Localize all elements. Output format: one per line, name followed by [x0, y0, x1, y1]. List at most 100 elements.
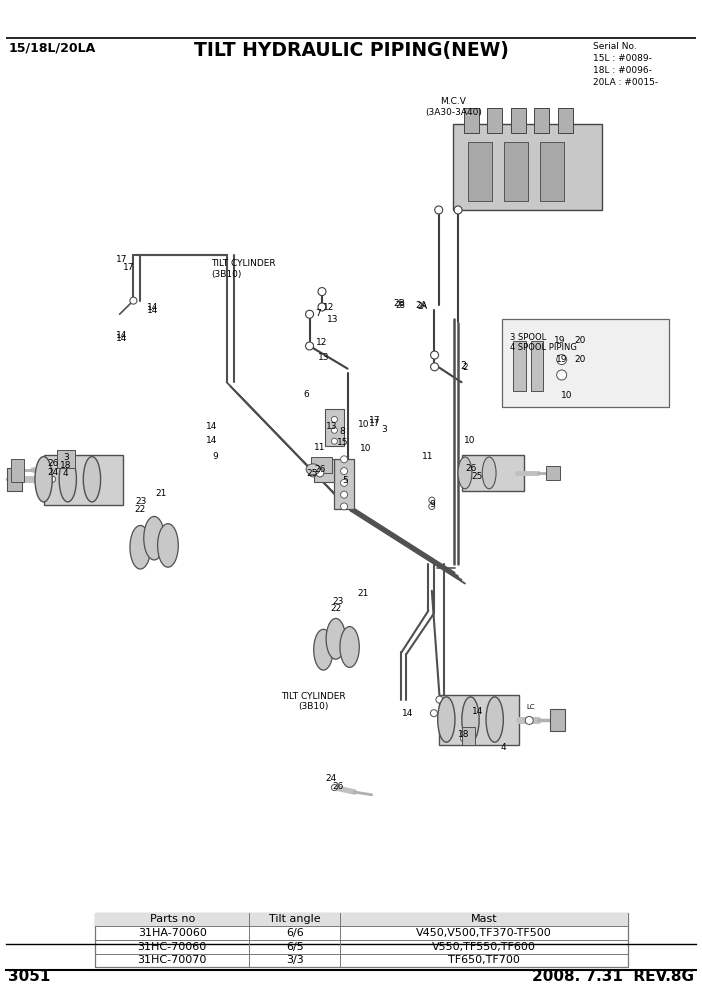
Text: 14: 14 — [147, 307, 159, 315]
Circle shape — [50, 476, 55, 482]
Text: Parts no: Parts no — [150, 915, 194, 925]
Text: TILT HYDRAULIC PIPING(NEW): TILT HYDRAULIC PIPING(NEW) — [194, 41, 508, 60]
Text: 17: 17 — [369, 420, 381, 429]
Circle shape — [461, 731, 467, 737]
Circle shape — [340, 455, 347, 463]
Text: 5: 5 — [342, 475, 347, 485]
Text: Tilt angle: Tilt angle — [269, 915, 321, 925]
Text: Mast: Mast — [471, 915, 498, 925]
Text: 18: 18 — [60, 461, 72, 470]
Text: 9: 9 — [212, 452, 218, 461]
Text: 10: 10 — [358, 421, 369, 430]
Text: 20: 20 — [575, 336, 586, 345]
Text: 6: 6 — [303, 390, 309, 399]
Text: 25: 25 — [307, 469, 318, 478]
Ellipse shape — [340, 627, 359, 668]
Text: 13: 13 — [326, 423, 338, 432]
Text: 9: 9 — [429, 500, 435, 509]
Circle shape — [331, 438, 338, 444]
Circle shape — [331, 417, 338, 423]
Text: 2008. 7.31  REV.8G: 2008. 7.31 REV.8G — [531, 969, 694, 984]
Text: 14: 14 — [116, 334, 127, 343]
Circle shape — [130, 298, 137, 305]
Text: 3: 3 — [381, 425, 387, 434]
Text: 13: 13 — [318, 353, 330, 362]
Circle shape — [557, 370, 567, 380]
Ellipse shape — [437, 696, 455, 742]
Ellipse shape — [157, 524, 178, 567]
Circle shape — [316, 469, 324, 477]
Text: 14: 14 — [206, 423, 217, 432]
Text: 2B: 2B — [394, 299, 405, 308]
Text: 10: 10 — [464, 435, 475, 444]
Text: 11: 11 — [314, 443, 326, 452]
Bar — [510, 107, 526, 133]
Circle shape — [62, 462, 69, 468]
Text: 2: 2 — [462, 363, 468, 372]
Text: 4: 4 — [500, 743, 505, 752]
Text: 22: 22 — [330, 604, 341, 613]
Circle shape — [429, 497, 435, 503]
Text: 19: 19 — [554, 336, 565, 345]
Bar — [7, 468, 22, 491]
Bar — [95, 913, 628, 967]
Bar — [557, 107, 573, 133]
Text: TF650,TF700: TF650,TF700 — [449, 955, 520, 965]
Text: 3 SPOOL
4 SPOOL PIPING: 3 SPOOL 4 SPOOL PIPING — [510, 332, 577, 352]
Text: 31HA-70060: 31HA-70060 — [138, 929, 206, 938]
Text: 17: 17 — [117, 255, 128, 264]
Circle shape — [305, 310, 314, 318]
Bar — [314, 459, 333, 482]
Text: M.C.V
(3A30-3A40): M.C.V (3A30-3A40) — [425, 97, 482, 117]
Text: 4: 4 — [63, 469, 69, 478]
Ellipse shape — [306, 464, 320, 475]
Circle shape — [318, 288, 326, 296]
Text: 3051: 3051 — [8, 969, 51, 984]
Text: 26: 26 — [332, 782, 343, 792]
Text: 21: 21 — [155, 489, 167, 498]
Ellipse shape — [35, 456, 52, 502]
Ellipse shape — [326, 618, 345, 660]
Text: 2: 2 — [460, 361, 466, 371]
Circle shape — [340, 491, 347, 498]
Circle shape — [340, 467, 347, 474]
Circle shape — [430, 363, 439, 371]
Text: 23: 23 — [332, 597, 343, 606]
Text: 6/6: 6/6 — [286, 929, 304, 938]
Bar — [468, 142, 492, 201]
Bar — [513, 341, 526, 391]
Text: 24: 24 — [325, 774, 336, 783]
Circle shape — [318, 303, 326, 310]
Circle shape — [429, 504, 435, 510]
Text: 14: 14 — [147, 304, 159, 312]
Text: 31HC-70070: 31HC-70070 — [138, 955, 207, 965]
Circle shape — [461, 735, 467, 742]
Circle shape — [62, 453, 69, 459]
Text: V450,V500,TF370-TF500: V450,V500,TF370-TF500 — [416, 929, 552, 938]
Text: 18: 18 — [458, 729, 470, 738]
Bar — [453, 124, 602, 210]
Circle shape — [430, 351, 439, 359]
Ellipse shape — [144, 517, 164, 559]
Ellipse shape — [486, 696, 503, 742]
Bar — [503, 142, 528, 201]
Text: 23: 23 — [135, 497, 147, 506]
Text: 21: 21 — [358, 589, 369, 598]
Text: 14: 14 — [472, 707, 483, 716]
Circle shape — [305, 342, 314, 350]
Text: 19: 19 — [556, 355, 567, 364]
Bar — [95, 913, 628, 927]
Text: 14: 14 — [402, 708, 413, 717]
Bar — [58, 450, 74, 468]
Circle shape — [525, 716, 534, 724]
Text: 11: 11 — [422, 452, 433, 461]
Text: 8: 8 — [339, 427, 345, 435]
Text: 12: 12 — [317, 338, 328, 347]
Circle shape — [340, 479, 347, 486]
Text: LC: LC — [526, 704, 535, 710]
Circle shape — [340, 503, 347, 510]
Bar — [439, 695, 519, 745]
Bar — [546, 465, 560, 480]
Ellipse shape — [462, 696, 479, 742]
Text: 3: 3 — [63, 453, 69, 462]
